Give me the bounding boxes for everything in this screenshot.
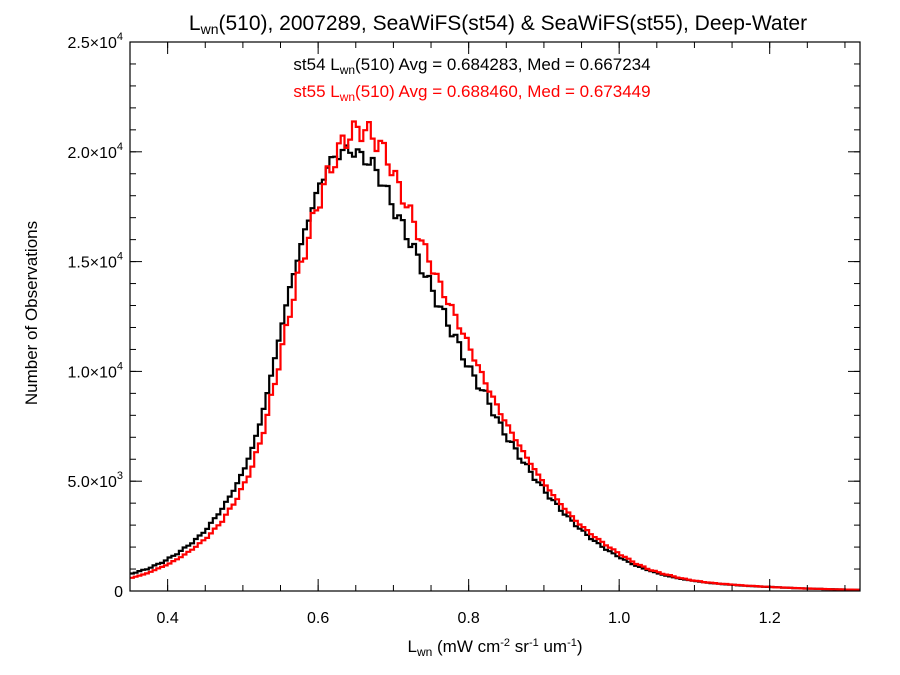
x-tick-label: 1.0 <box>608 610 630 627</box>
histogram-series-st54 <box>130 144 860 591</box>
x-tick-label: 0.4 <box>157 610 179 627</box>
y-tick-label: 5.0×103 <box>67 470 123 491</box>
histogram-series-st55 <box>130 120 860 591</box>
st54-stats-annotation: st54 Lwn(510) Avg = 0.684283, Med = 0.66… <box>293 55 650 77</box>
plot-frame <box>129 41 861 592</box>
y-tick-label: 2.0×104 <box>67 141 123 162</box>
x-tick-label: 1.2 <box>759 610 781 627</box>
series-layer <box>130 120 860 591</box>
chart-title: Lwn(510), 2007289, SeaWiFS(st54) & SeaWi… <box>189 12 807 37</box>
axes-layer <box>129 41 861 592</box>
x-tick-label: 0.8 <box>458 610 480 627</box>
y-axis-label: Number of Observations <box>22 221 41 405</box>
x-tick-labels: 0.4 0.6 0.8 1.0 1.2 <box>157 610 781 627</box>
y-tick-label: 2.5×104 <box>67 31 123 52</box>
x-tick-label: 0.6 <box>307 610 329 627</box>
st55-stats-annotation: st55 Lwn(510) Avg = 0.688460, Med = 0.67… <box>293 82 650 104</box>
y-tick-labels: 0 5.0×103 1.0×104 1.5×104 2.0×104 2.5×104 <box>67 31 123 601</box>
y-tick-label: 0 <box>114 584 123 601</box>
x-axis-label: Lwn (mW cm-2 sr-1 um-1) <box>407 637 582 659</box>
y-tick-label: 1.5×104 <box>67 251 123 272</box>
y-tick-label: 1.0×104 <box>67 360 123 381</box>
